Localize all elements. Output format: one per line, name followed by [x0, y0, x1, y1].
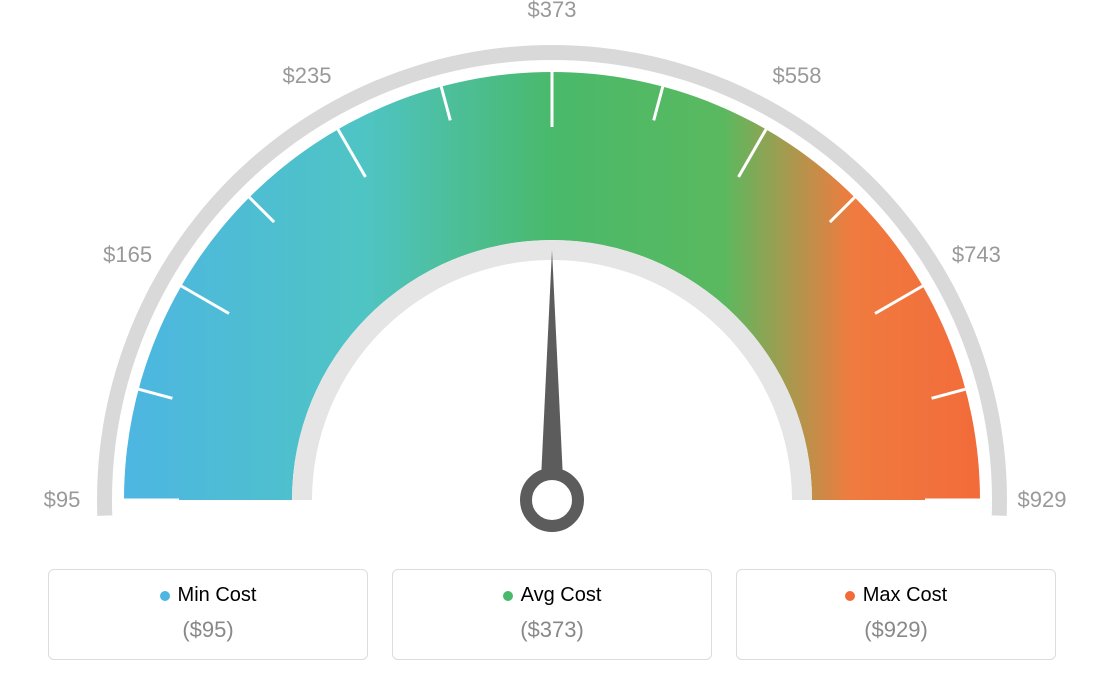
- cost-gauge: $95 $165 $235 $373 $558 $743 $929: [0, 0, 1104, 560]
- gauge-tick-label: $743: [952, 242, 1001, 268]
- legend-dot-min: [160, 591, 170, 601]
- legend-card-avg: Avg Cost ($373): [392, 569, 712, 660]
- legend-value-min: ($95): [49, 617, 367, 643]
- legend-value-avg: ($373): [393, 617, 711, 643]
- gauge-needle: [540, 250, 564, 500]
- gauge-tick-label: $95: [44, 487, 81, 513]
- gauge-tick-label: $929: [1018, 487, 1067, 513]
- legend-title-max: Max Cost: [845, 584, 947, 607]
- gauge-tick-label: $373: [528, 0, 577, 23]
- legend-card-min: Min Cost ($95): [48, 569, 368, 660]
- gauge-tick-label: $558: [773, 63, 822, 89]
- legend-label-min: Min Cost: [178, 584, 257, 607]
- legend-dot-max: [845, 591, 855, 601]
- legend-card-max: Max Cost ($929): [736, 569, 1056, 660]
- gauge-tick-label: $235: [283, 63, 332, 89]
- legend-title-avg: Avg Cost: [503, 584, 602, 607]
- legend-label-max: Max Cost: [863, 584, 947, 607]
- gauge-needle-hub: [526, 474, 578, 526]
- gauge-tick-label: $165: [103, 242, 152, 268]
- legend-value-max: ($929): [737, 617, 1055, 643]
- gauge-svg: [0, 0, 1104, 560]
- legend-label-avg: Avg Cost: [521, 584, 602, 607]
- legend-title-min: Min Cost: [160, 584, 257, 607]
- legend-dot-avg: [503, 591, 513, 601]
- legend-row: Min Cost ($95) Avg Cost ($373) Max Cost …: [0, 569, 1104, 660]
